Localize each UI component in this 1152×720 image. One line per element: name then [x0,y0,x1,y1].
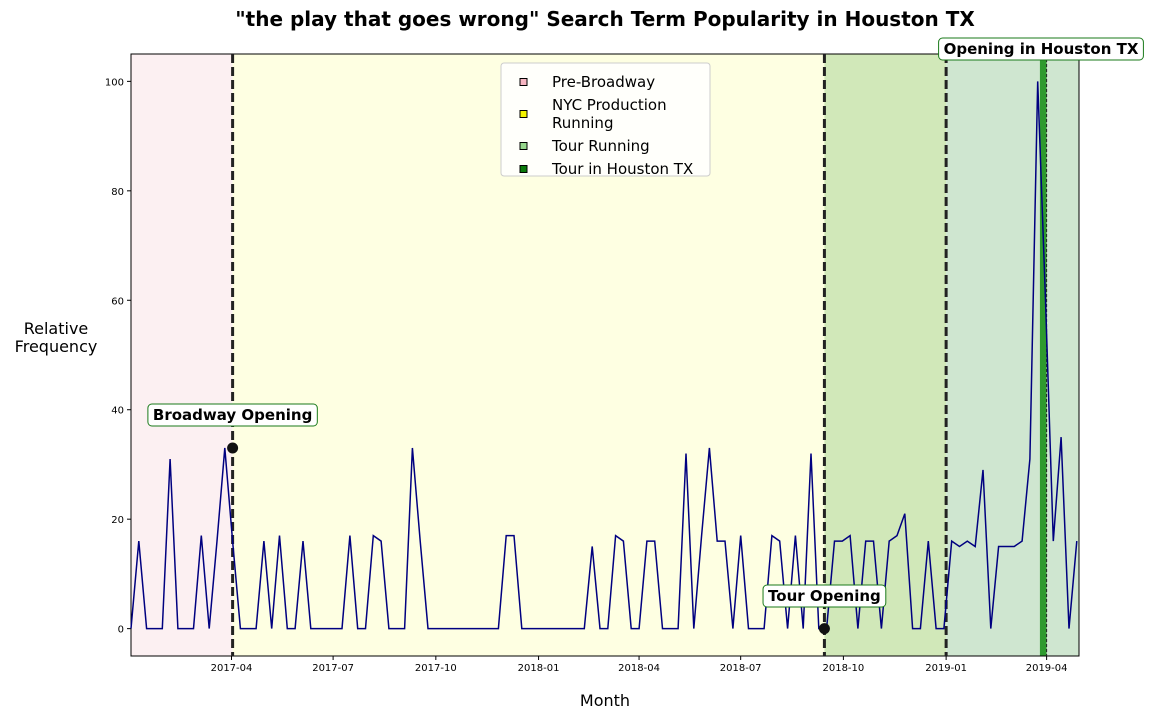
legend-label-1: Running [552,114,613,132]
x-tick-label: 2018-10 [822,663,864,674]
gridless-axes: 0 20 40 60 80 100 2017-04 2017-07 2017-10 2018-01… [105,53,1080,674]
series-line-path [130,81,1078,630]
event-label-0: Broadway Opening [147,403,318,427]
event-label-1-box [762,584,887,608]
y-tick-label: 0 [118,625,124,636]
series-line [130,81,1078,630]
legend-label-1: NYC Production [552,96,667,114]
x-tick-label: 2018-01 [518,663,560,674]
phase-band-4 [1039,54,1047,656]
x-tick-label: 2017-10 [415,663,457,674]
x-tick-label: 2019-04 [1026,663,1068,674]
y-tick-label: 80 [111,187,124,198]
chart-title: "the play that goes wrong" Search Term P… [235,7,975,31]
event-marker-1 [818,623,830,635]
x-tick-label: 2018-07 [720,663,762,674]
x-tick-label: 2019-01 [925,663,967,674]
plot-frame [130,53,1080,657]
y-axis-label-line: Relative [24,319,89,338]
y-tick-label: 20 [111,515,124,526]
x-axis-label: Month [580,691,630,710]
x-tick-label: 2018-04 [618,663,660,674]
legend-label-0: Pre-Broadway [552,73,655,91]
y-tick-label: 40 [111,406,124,417]
legend-label-2: Tour Running [551,137,650,155]
legend-box [500,62,711,177]
legend-swatch-1 [519,110,528,118]
event-label-0-text: Broadway Opening [153,406,312,424]
legend-swatch-2 [519,142,528,150]
y-axis-label-line: Frequency [15,337,98,356]
event-labels: Broadway Opening Tour Opening Opening in H… [147,37,1144,608]
event-marker-0 [227,442,239,454]
event-label-0-box [147,403,318,427]
y-axis-label: Relative Frequency [15,319,98,356]
y-tick-label: 100 [105,77,124,88]
event-label-2-box [938,37,1144,61]
event-label-1: Tour Opening [762,584,887,608]
legend-swatch-0 [519,78,528,86]
phase-band-2 [824,54,947,656]
event-markers [227,442,830,635]
phase-band-3 [946,54,1079,656]
x-tick-label: 2017-07 [312,663,354,674]
event-label-1-text: Tour Opening [768,587,881,605]
legend-swatch-3 [519,165,528,173]
y-tick-label: 60 [111,296,124,307]
event-label-2-text: Opening in Houston TX [944,40,1139,58]
x-tick-label: 2017-04 [211,663,253,674]
event-label-2: Opening in Houston TX [938,37,1144,61]
legend-label-3: Tour in Houston TX [551,160,693,178]
phase-band-0 [131,54,233,656]
